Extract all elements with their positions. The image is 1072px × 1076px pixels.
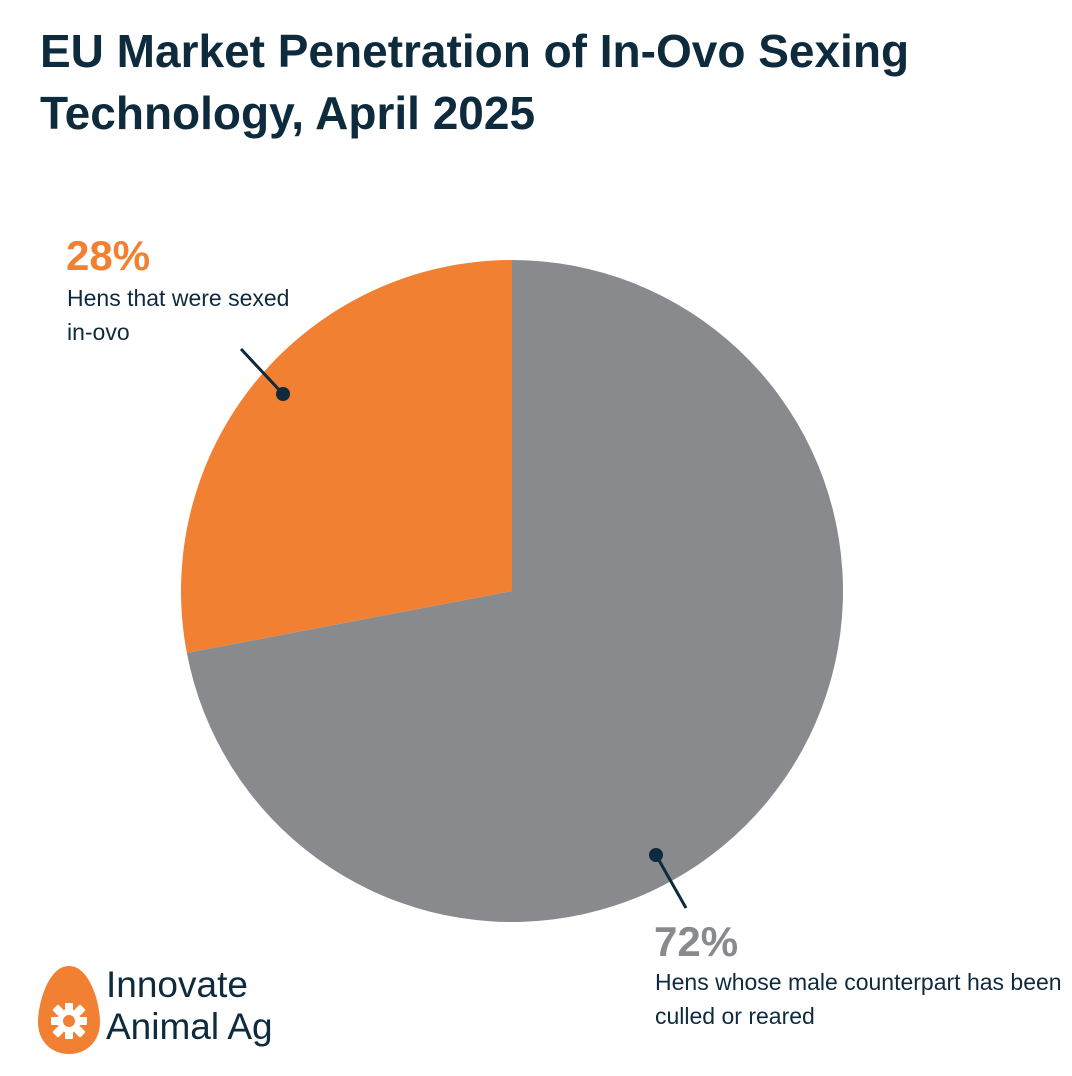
egg-gear-icon [38,966,100,1054]
page-title: EU Market Penetration of In-Ovo Sexing T… [40,25,910,139]
leader-orange-dot [276,387,290,401]
brand-logo: Innovate Animal Ag [36,960,356,1060]
slice-label-value-orange: 28% [66,232,151,279]
leader-gray-dot [649,848,663,862]
leader-orange-line [239,347,285,396]
brand-name-line1: Innovate [106,964,248,1005]
slice-label-value-gray: 72% [654,918,739,965]
slice-label-text-orange: Hens that were sexed in-ovo [67,285,290,345]
pie-slice-orange [180,260,512,654]
brand-name-line2: Animal Ag [106,1006,273,1047]
leader-gray-line [654,854,688,909]
brand-name: Innovate Animal Ag [106,964,273,1048]
pie-slice-gray [186,260,843,922]
slice-label-text-gray: Hens whose male counterpart has been cul… [655,969,1062,1029]
